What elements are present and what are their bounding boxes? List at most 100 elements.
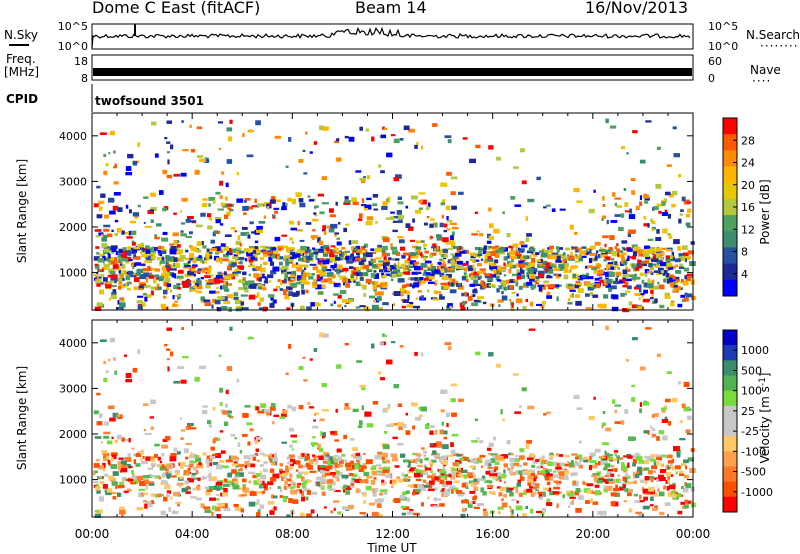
echo-cell [612,294,619,300]
echo-cell [253,480,260,485]
echo-cell [589,498,594,503]
echo-cell [558,491,562,494]
echo-cell [683,474,690,479]
echo-cell [643,223,650,227]
echo-cell [112,205,119,211]
echo-cell [449,222,457,225]
echo-cell [208,477,211,482]
echo-cell [229,119,233,124]
echo-cell [647,238,654,241]
echo-cell [216,276,223,281]
echo-cell [263,261,268,266]
echo-cell [516,500,519,504]
echo-cell [493,228,500,234]
echo-cell [129,220,136,224]
echo-cell [353,247,358,252]
echo-cell [145,278,148,283]
echo-cell [656,229,660,234]
echo-cell [567,492,574,497]
echo-cell [644,199,649,204]
echo-cell [578,440,582,444]
freq-panel-frame [91,54,694,81]
echo-cell [665,191,671,196]
echo-cell [516,465,523,468]
echo-cell [549,491,556,496]
echo-cell [450,472,456,476]
echo-cell [418,192,426,195]
echo-cell [333,500,340,503]
echo-cell [364,249,368,253]
echo-cell [173,173,180,177]
echo-cell [658,476,666,481]
echo-cell [644,197,650,201]
echo-cell [342,486,346,490]
echo-cell [189,231,193,235]
echo-cell [111,247,117,253]
echo-cell [242,307,249,311]
echo-cell [495,266,498,271]
echo-cell [629,256,636,259]
echo-cell [196,485,201,491]
echo-cell [656,146,661,150]
echo-cell [341,246,346,250]
echo-cell [109,417,116,422]
echo-cell [126,236,133,239]
echo-cell [627,248,633,252]
echo-cell [527,405,535,410]
echo-cell [222,254,229,258]
echo-cell [301,289,305,295]
echo-cell [370,466,374,471]
echo-cell [494,254,500,258]
echo-cell [236,258,239,261]
echo-cell [312,436,316,439]
echo-cell [594,484,600,488]
echo-cell [681,279,684,282]
echo-cell [419,277,424,281]
echo-cell [508,245,513,249]
echo-cell [556,483,561,486]
echo-cell [268,455,271,460]
echo-cell [659,262,667,267]
echo-cell [667,233,672,236]
echo-cell [279,267,285,271]
echo-cell [144,225,152,228]
echo-cell [482,508,487,512]
echo-cell [365,278,372,284]
echo-cell [614,450,619,453]
echo-cell [377,291,384,296]
echo-cell [166,348,171,351]
echo-cell [292,253,300,258]
echo-cell [352,453,359,457]
echo-cell [206,248,210,252]
echo-cell [321,176,327,181]
echo-cell [165,471,170,475]
echo-cell [573,491,580,496]
echo-cell [295,192,302,198]
echo-cell [153,501,156,505]
echo-cell [166,266,172,271]
echo-cell [474,418,478,421]
echo-cell [194,282,199,287]
echo-cell [458,191,464,195]
echo-cell [397,215,405,220]
echo-cell [281,441,287,444]
echo-cell [443,223,448,228]
echo-cell [333,254,339,259]
echo-cell [310,442,318,446]
echo-cell [111,292,117,295]
echo-cell [489,303,495,307]
echo-cell [225,252,233,256]
echo-cell [565,454,570,458]
echo-cell [397,196,403,200]
echo-cell [203,159,210,163]
echo-cell [498,249,504,253]
echo-cell [198,462,202,466]
echo-cell [620,420,625,425]
echo-cell [545,262,550,268]
echo-cell [229,248,232,254]
echo-cell [526,281,533,286]
echo-cell [603,294,609,299]
nsky-line [91,26,691,49]
echo-cell [427,281,435,284]
echo-cell [307,480,312,483]
